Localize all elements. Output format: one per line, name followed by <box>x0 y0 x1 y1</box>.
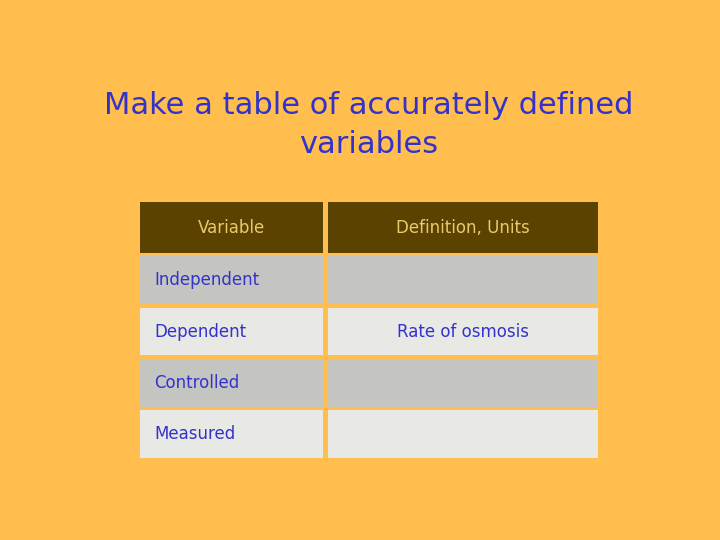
Text: Variable: Variable <box>198 219 266 237</box>
Bar <box>140 308 323 355</box>
Text: Independent: Independent <box>154 272 259 289</box>
Text: Measured: Measured <box>154 425 235 443</box>
Text: Make a table of accurately defined
variables: Make a table of accurately defined varia… <box>104 91 634 159</box>
Text: Dependent: Dependent <box>154 322 246 341</box>
Bar <box>328 202 598 253</box>
Bar <box>140 359 323 407</box>
Bar <box>328 308 598 355</box>
Text: Rate of osmosis: Rate of osmosis <box>397 322 528 341</box>
Bar <box>328 256 598 305</box>
Bar <box>328 359 598 407</box>
Bar <box>140 256 323 305</box>
Text: Controlled: Controlled <box>154 374 240 391</box>
Bar <box>140 202 323 253</box>
Text: Definition, Units: Definition, Units <box>396 219 530 237</box>
Bar <box>140 410 323 458</box>
Bar <box>328 410 598 458</box>
